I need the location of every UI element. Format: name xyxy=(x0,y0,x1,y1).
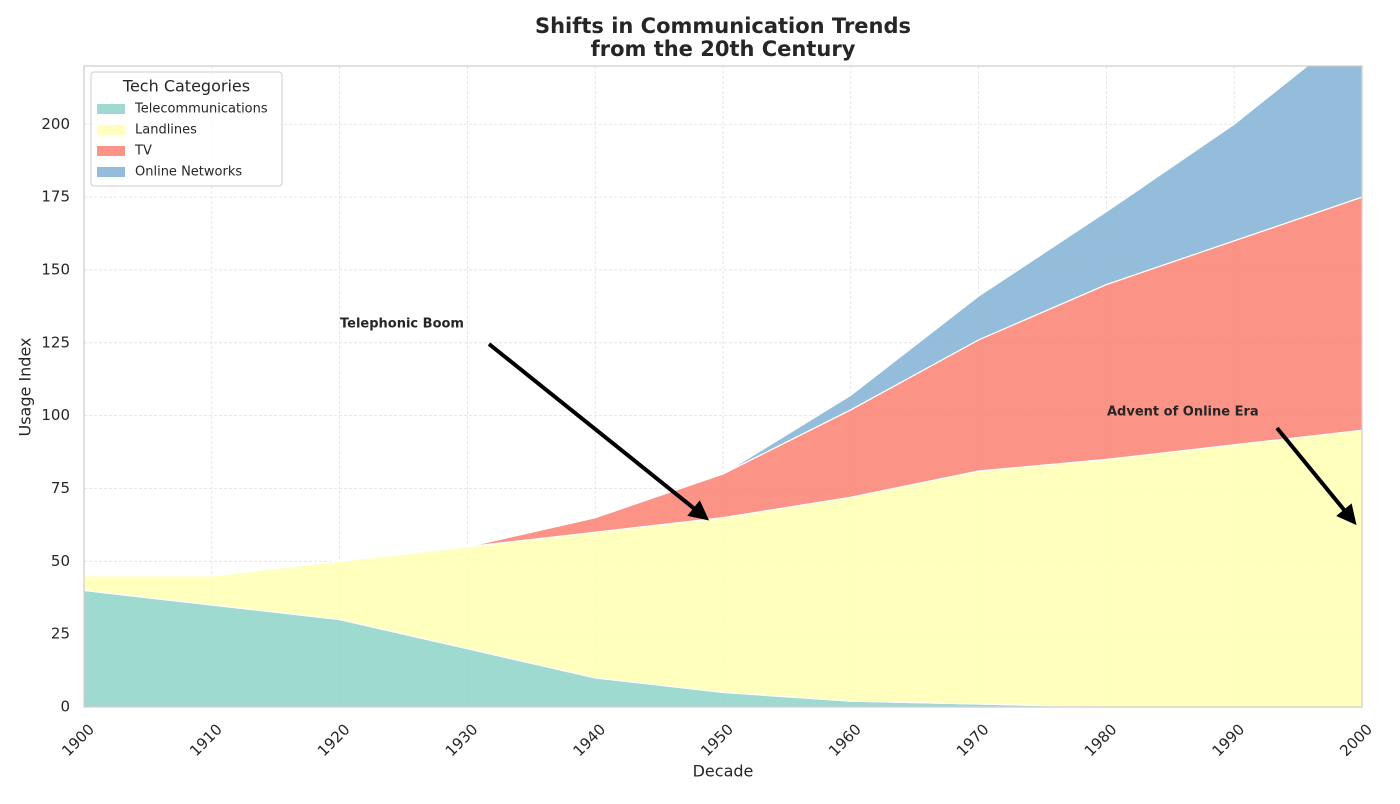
legend-swatch xyxy=(97,104,125,114)
x-tick-label: 1900 xyxy=(58,720,98,760)
legend: Tech Categories Telecommunications Landlin… xyxy=(90,71,283,187)
y-tick-label: 0 xyxy=(60,698,70,716)
y-tick-label: 125 xyxy=(41,333,70,351)
legend-label: Landlines xyxy=(135,123,197,138)
y-tick-label: 175 xyxy=(41,188,70,206)
area xyxy=(84,66,1362,577)
chart-title: Shifts in Communication Trends xyxy=(535,14,911,38)
y-tick-label: 50 xyxy=(51,552,70,570)
legend-box xyxy=(90,71,283,187)
x-tick-label: 1990 xyxy=(1208,720,1248,760)
y-tick-label: 25 xyxy=(51,625,70,643)
chart-title: from the 20th Century xyxy=(591,37,856,61)
legend-label: Online Networks xyxy=(135,165,242,180)
x-tick-label: 1910 xyxy=(186,720,226,760)
legend-label: Telecommunications xyxy=(134,102,268,117)
y-tick-label: 200 xyxy=(41,115,70,133)
x-axis-label: Decade xyxy=(693,762,754,781)
x-tick-label: 2000 xyxy=(1336,720,1376,760)
y-axis-label: Usage Index xyxy=(16,338,35,437)
y-tick-label: 75 xyxy=(51,479,70,497)
legend-label: TV xyxy=(134,144,152,159)
legend-swatch xyxy=(97,125,125,135)
areas xyxy=(84,66,1362,707)
y-tick-label: 100 xyxy=(41,406,70,424)
legend-swatch xyxy=(97,167,125,177)
annotation: Advent of Online Era xyxy=(1107,405,1259,420)
plot-frame xyxy=(83,65,1363,708)
x-tick-label: 1960 xyxy=(825,720,865,760)
annotation: Telephonic Boom xyxy=(340,317,464,332)
y-tick-label: 150 xyxy=(41,260,70,278)
x-tick-label: 1980 xyxy=(1081,720,1121,760)
legend-swatch xyxy=(97,146,125,156)
legend-title: Tech Categories xyxy=(122,77,250,96)
x-tick-label: 1970 xyxy=(953,720,993,760)
x-tick-label: 1940 xyxy=(569,720,609,760)
x-tick-label: 1920 xyxy=(314,720,354,760)
x-tick-label: 1950 xyxy=(697,720,737,760)
annotation-arrow xyxy=(487,342,710,521)
annotation-arrow xyxy=(1275,426,1357,526)
x-tick-label: 1930 xyxy=(442,720,482,760)
